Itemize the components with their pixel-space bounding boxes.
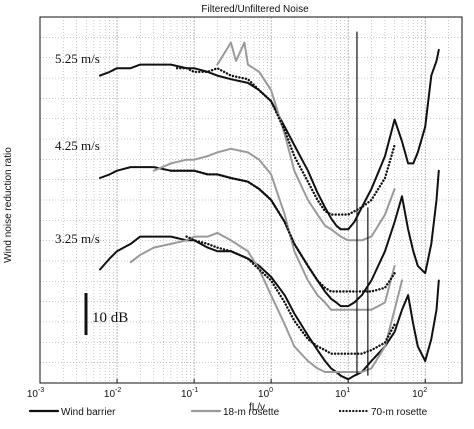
chart-title: Filtered/Unfiltered Noise [201, 4, 309, 15]
series-group-5-25-m-s [99, 41, 440, 242]
series-group-3-25-m-s [99, 231, 440, 381]
legend-item-70-m-rosette: 70-m rosette [338, 407, 428, 418]
group-label-4-25-m-s: 4.25 m/s [55, 138, 100, 153]
group-label-5-25-m-s: 5.25 m/s [55, 51, 100, 66]
grid [39, 17, 463, 383]
x-tick-exponent: 2 [423, 387, 427, 394]
legend-item-18-m-rosette: 18-m rosette [190, 407, 280, 418]
x-tick-exponent: -2 [115, 387, 121, 394]
x-axis-label: fL/v [249, 402, 265, 413]
series-line-wind-barrier [99, 48, 440, 231]
x-tick-exponent: 0 [269, 387, 273, 394]
plot-frame [39, 16, 463, 384]
x-tick-base: 10 [27, 389, 39, 400]
series-line-18-m-rosette [129, 231, 403, 373]
scale-bar: 10 dB [84, 293, 128, 335]
x-tick-base: 10 [412, 389, 424, 400]
x-tick-base: 10 [104, 389, 116, 400]
y-axis-label: Wind noise reduction ratio [3, 147, 14, 263]
x-tick-label: 10 -3 [27, 387, 44, 400]
x-tick-label: 10 -2 [104, 387, 121, 400]
group-labels: 5.25 m/s 4.25 m/s 3.25 m/s [55, 51, 100, 246]
series-group-4-25-m-s [99, 147, 440, 311]
x-tick-base: 10 [258, 389, 270, 400]
legend-item-wind-barrier: Wind barrier [28, 407, 116, 418]
x-tick-label: 10 -1 [181, 387, 198, 400]
x-tick-exponent: -3 [38, 387, 44, 394]
series-layer [99, 31, 440, 381]
x-tick-label: 10 2 [412, 387, 427, 400]
group-label-3-25-m-s: 3.25 m/s [55, 231, 100, 246]
scale-bar-label: 10 dB [92, 310, 128, 326]
legend-label: 18-m rosette [223, 407, 280, 418]
x-tick-base: 10 [335, 389, 347, 400]
legend: Wind barrier 18-m rosette 70-m rosette [28, 407, 428, 418]
x-tick-exponent: -1 [192, 387, 198, 394]
x-tick-label: 10 1 [335, 387, 350, 400]
legend-label: 70-m rosette [371, 407, 428, 418]
series-line-18-m-rosette [216, 41, 396, 242]
legend-label: Wind barrier [61, 407, 116, 418]
x-tick-base: 10 [181, 389, 193, 400]
axes: 10 -3 10 -2 10 -1 10 0 10 1 10 2 [27, 16, 463, 400]
series-line-70-m-rosette [169, 169, 396, 293]
x-tick-label: 10 0 [258, 387, 273, 400]
series-line-70-m-rosette [185, 235, 396, 355]
series-line-wind-barrier [99, 235, 440, 381]
x-tick-exponent: 1 [346, 387, 350, 394]
